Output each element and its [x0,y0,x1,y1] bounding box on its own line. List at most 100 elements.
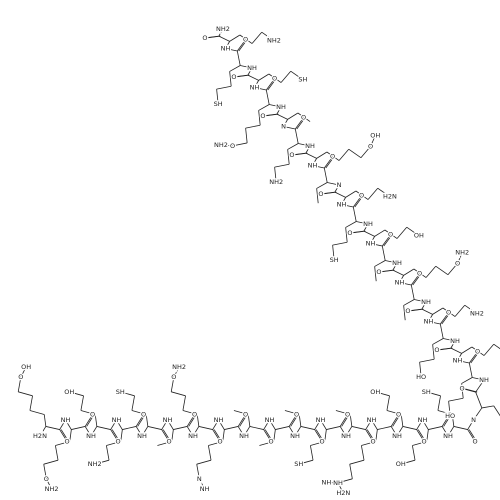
bond [243,426,251,437]
bond [374,229,386,237]
bond [206,35,221,39]
bond [224,426,239,430]
bond [410,284,415,300]
bond [288,414,297,427]
atom-label: NH2 [88,460,102,468]
bond [326,426,341,430]
atom-label: NH [392,432,402,440]
bond [467,419,474,430]
atom-label: O [330,153,335,161]
bond [283,119,288,127]
bond [472,377,485,381]
atom-label: NH2 [45,485,59,493]
atom-label: O [396,411,401,419]
bond [196,464,200,479]
bond [356,221,369,225]
bond [461,383,464,399]
atom-label: NH [188,432,198,440]
bond [212,419,219,430]
bond [345,190,357,198]
bond [310,441,325,446]
bond [198,426,213,430]
bond [322,191,337,195]
atom-label: O [192,411,197,419]
atom-label: HO [445,412,455,420]
bond [161,419,168,430]
atom-label: NH [479,376,489,384]
bond [274,163,290,168]
atom-labels: H2NOOOHNHOONH2NHOOHNHONH2NHOSHNHONHOONH2… [17,24,490,499]
bond [269,419,276,430]
bond [216,89,219,104]
bond [381,234,391,247]
bond [264,113,279,117]
bond [468,351,478,364]
bond [352,206,357,222]
bond [145,414,149,427]
atom-label: NH [392,259,402,267]
bond [341,414,350,427]
bond [448,401,451,416]
bond [316,188,319,204]
bond [218,28,224,37]
bond [235,74,250,78]
bond [370,135,376,147]
bond [403,268,415,276]
atom-label: SH [214,100,223,108]
atom-label: O [202,34,207,42]
bond [432,344,435,360]
bond [348,148,362,159]
bond [337,478,353,484]
bond [437,395,441,411]
bond [468,362,473,378]
atom-label: O [446,309,451,317]
bond [442,307,456,317]
bond [208,441,223,446]
bond [416,419,423,430]
atom-label: O [243,411,248,419]
bond [208,445,212,461]
bond [365,429,374,442]
bond [338,148,350,161]
atom-label: NH [137,432,147,440]
bond [264,429,273,442]
atom-label: O [388,231,393,239]
bond [371,419,378,430]
atom-label: NH [366,240,376,248]
atom-label: O [141,411,146,419]
bond [412,445,416,461]
bond [377,426,392,430]
bond [457,353,462,361]
atom-label: NH [418,416,428,424]
bond [232,142,248,147]
bond [283,126,296,130]
bond [419,362,422,377]
atom-label: O [455,259,460,267]
atom-label: O [116,437,121,445]
bond [463,388,478,393]
bond [467,429,476,442]
atom-label: O [368,142,373,150]
atom-label: NH2 [269,178,283,186]
bond [275,426,290,430]
atom-label: NH2 [455,249,469,257]
bond [106,441,121,446]
bond [161,429,170,442]
bond [45,426,60,430]
bond [323,167,328,183]
bond [247,74,259,81]
bond [447,426,455,437]
atom-label: OH [370,132,380,140]
bond [18,391,33,397]
bond [251,31,263,44]
bond [345,227,348,243]
atom-label: OH [64,388,74,396]
bond [198,478,205,490]
atom-label: NH [333,479,343,487]
bond [483,343,495,356]
bond [370,236,375,244]
bond [84,414,93,427]
bond [435,265,449,276]
bond [182,395,186,411]
atom-label: NH [316,416,326,424]
